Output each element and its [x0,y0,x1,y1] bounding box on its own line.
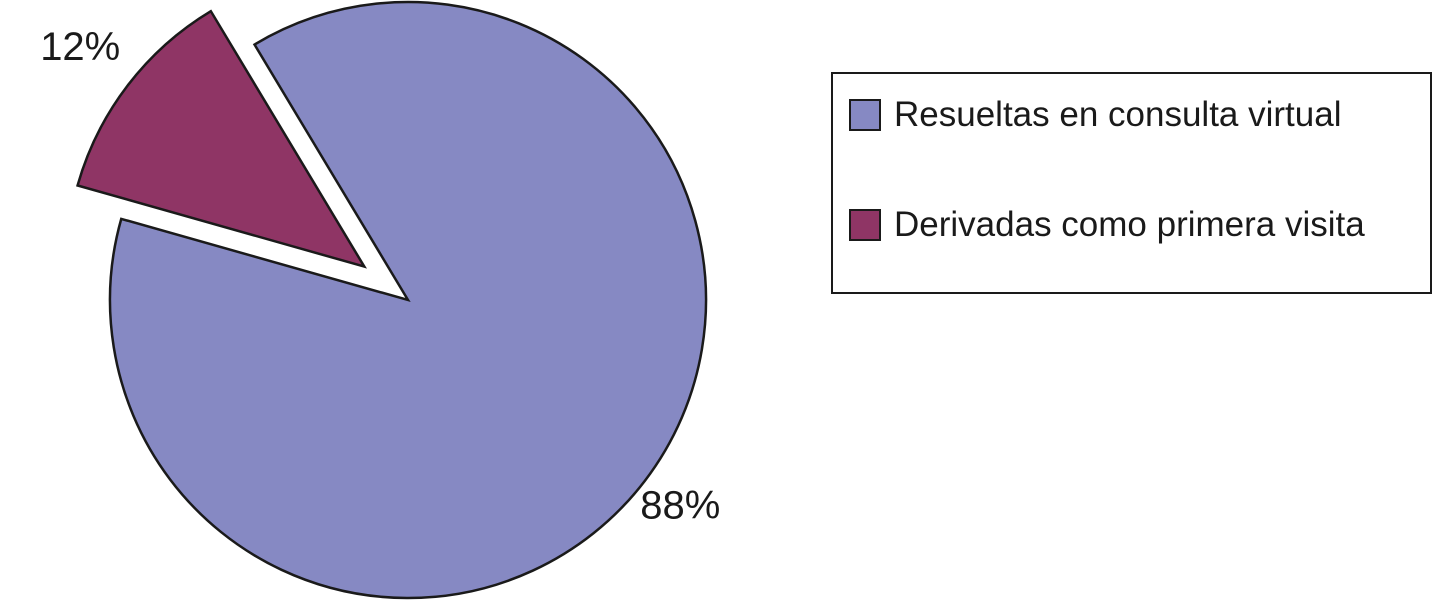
legend-label: Resueltas en consulta virtual [894,95,1342,134]
legend-swatch [849,209,881,241]
pie-slice [76,9,368,269]
legend-swatch [849,99,881,131]
chart: 88% 12% [40,0,720,600]
data-label: 12% [40,25,120,69]
legend-label: Derivadas como primera visita [894,205,1365,244]
pie-slice [108,0,708,600]
legend-item: Resueltas en consulta virtual [849,90,1434,140]
legend: Resueltas en consulta virtual Derivadas c… [831,72,1432,294]
data-label: 88% [640,484,720,528]
legend-item: Derivadas como primera visita [849,200,1434,250]
